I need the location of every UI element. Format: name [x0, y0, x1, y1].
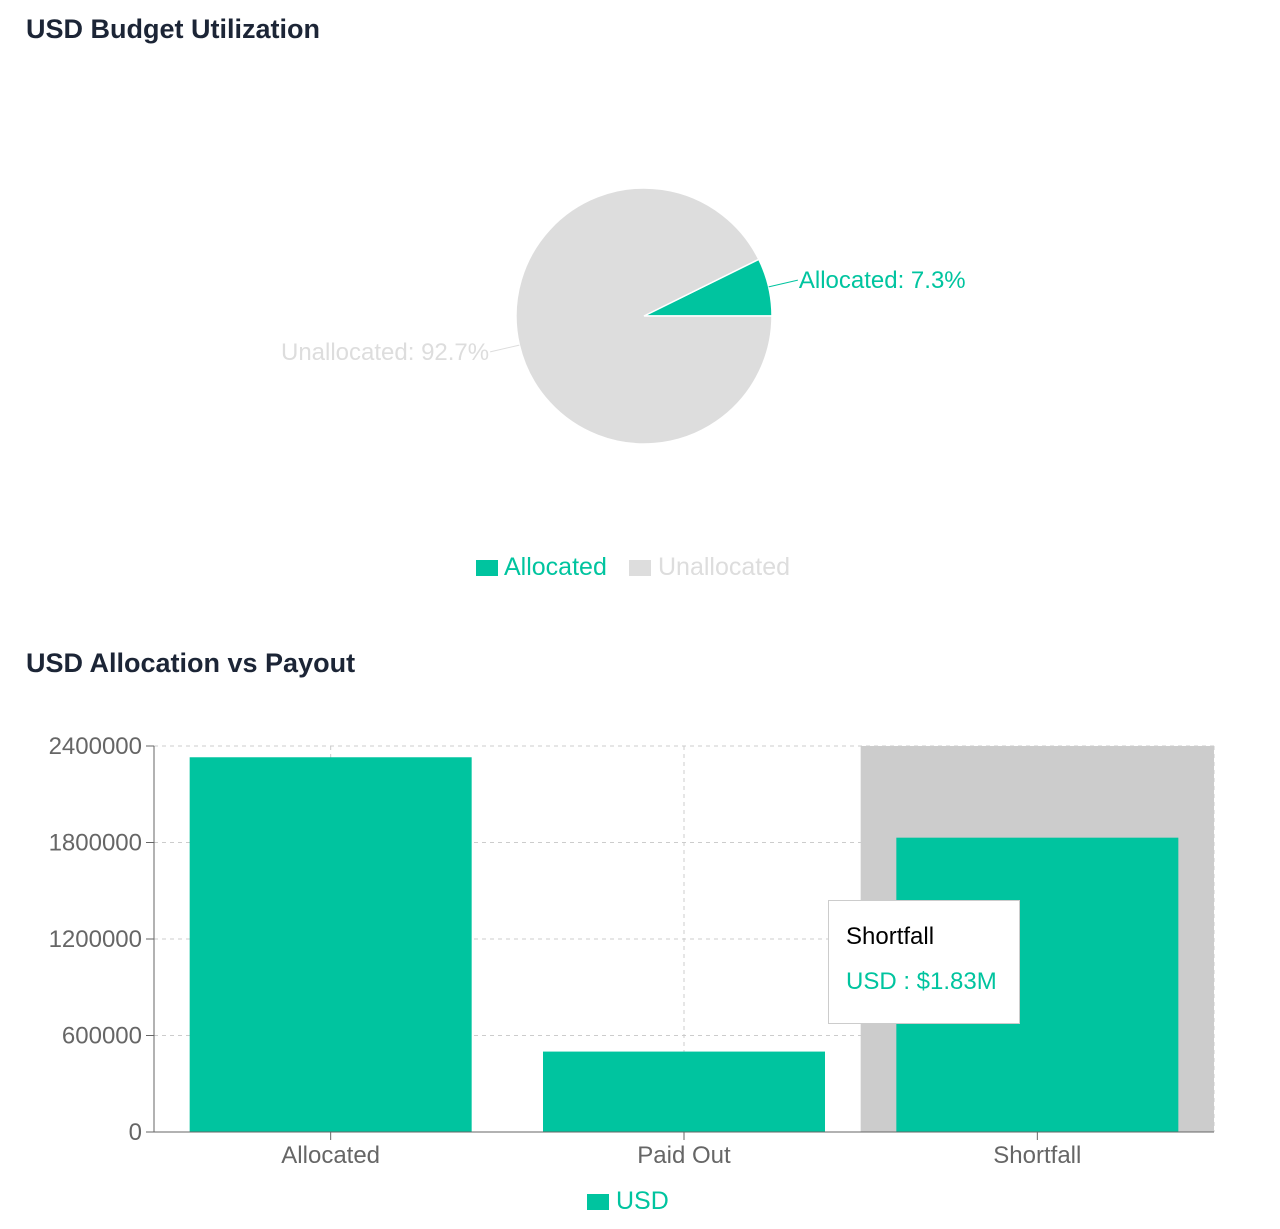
- pie-slice-unallocated: [515, 187, 773, 445]
- bar-legend-label-usd: USD: [616, 1187, 669, 1215]
- y-tick-label: 600000: [62, 1023, 142, 1050]
- bar-allocated: [189, 757, 472, 1132]
- bar-legend-swatch-usd: [587, 1194, 609, 1210]
- pie-legend-swatch-unallocated: [629, 560, 651, 576]
- y-tick-label: 2400000: [49, 733, 142, 760]
- pie-legend-swatch-allocated: [476, 560, 498, 576]
- pie-legend: Allocated Unallocated: [476, 553, 790, 581]
- pie-label-unallocated: Unallocated: 92.7%: [281, 339, 489, 366]
- pie-chart: Allocated: 7.3% Unallocated: 92.7%: [281, 187, 966, 445]
- bar-chart: 0 600000 1200000 1800000 2400000 Allocated Pai…: [49, 733, 1215, 1169]
- bar-tooltip: Shortfall USD : $1.83M: [828, 900, 1020, 1024]
- tooltip-label: Shortfall: [846, 923, 935, 950]
- pie-label-allocated: Allocated: 7.3%: [799, 267, 966, 294]
- tooltip-item: USD : $1.83M: [846, 968, 997, 995]
- pie-legend-label-allocated: Allocated: [504, 553, 607, 581]
- y-tick-label: 1200000: [49, 926, 142, 953]
- x-tick-label: Allocated: [281, 1142, 380, 1169]
- x-tick-label: Shortfall: [993, 1142, 1081, 1169]
- y-tick-label: 1800000: [49, 830, 142, 857]
- pie-legend-label-unallocated: Unallocated: [658, 553, 790, 581]
- bar-legend: USD: [587, 1187, 669, 1215]
- pie-leader-unallocated: [490, 344, 520, 353]
- x-tick-label: Paid Out: [637, 1142, 731, 1169]
- bar-chart-title: USD Allocation vs Payout: [26, 648, 356, 678]
- bar-paid-out: [543, 1051, 825, 1132]
- y-tick-label: 0: [129, 1119, 142, 1146]
- pie-chart-title: USD Budget Utilization: [26, 14, 320, 44]
- pie-leader-allocated: [768, 279, 798, 288]
